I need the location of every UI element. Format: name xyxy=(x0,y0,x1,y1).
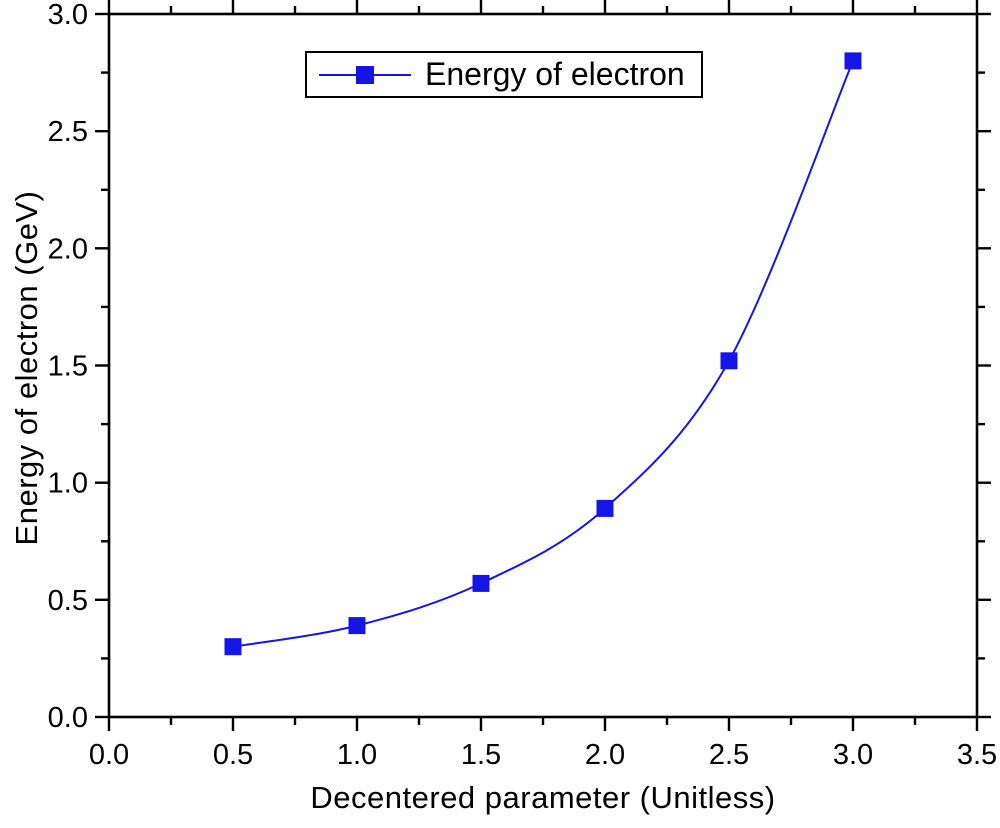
y-tick-label: 0.0 xyxy=(48,702,88,734)
x-axis-label: Decentered parameter (Unitless) xyxy=(310,780,776,815)
y-tick-label: 1.5 xyxy=(48,351,88,383)
data-point-marker xyxy=(472,574,490,592)
x-tick-label: 2.0 xyxy=(585,739,625,771)
plot-frame xyxy=(107,12,979,719)
y-tick-label: 0.5 xyxy=(48,585,88,617)
data-point-marker xyxy=(224,638,242,656)
y-tick-label: 2.0 xyxy=(48,233,88,265)
data-point-marker xyxy=(348,617,366,635)
data-point-marker xyxy=(844,52,862,70)
x-tick-label: 0.0 xyxy=(89,739,129,771)
data-point-marker xyxy=(596,499,614,517)
legend-marker-icon xyxy=(319,65,411,84)
legend-square-marker xyxy=(356,65,374,84)
x-tick-label: 3.0 xyxy=(833,739,873,771)
x-tick-label: 3.5 xyxy=(957,739,997,771)
x-tick-label: 2.5 xyxy=(709,739,749,771)
x-tick-label: 1.0 xyxy=(337,739,377,771)
x-tick-label: 1.5 xyxy=(461,739,501,771)
y-tick-label: 1.0 xyxy=(48,468,88,500)
y-tick-label: 2.5 xyxy=(48,116,88,148)
y-axis-label: Energy of electron (GeV) xyxy=(9,190,44,546)
legend: Energy of electron xyxy=(305,51,703,98)
data-point-marker xyxy=(720,352,738,370)
legend-entry-label: Energy of electron xyxy=(425,56,685,92)
y-tick-label: 3.0 xyxy=(48,0,88,31)
x-tick-label: 0.5 xyxy=(213,739,253,771)
series-line xyxy=(232,60,854,648)
